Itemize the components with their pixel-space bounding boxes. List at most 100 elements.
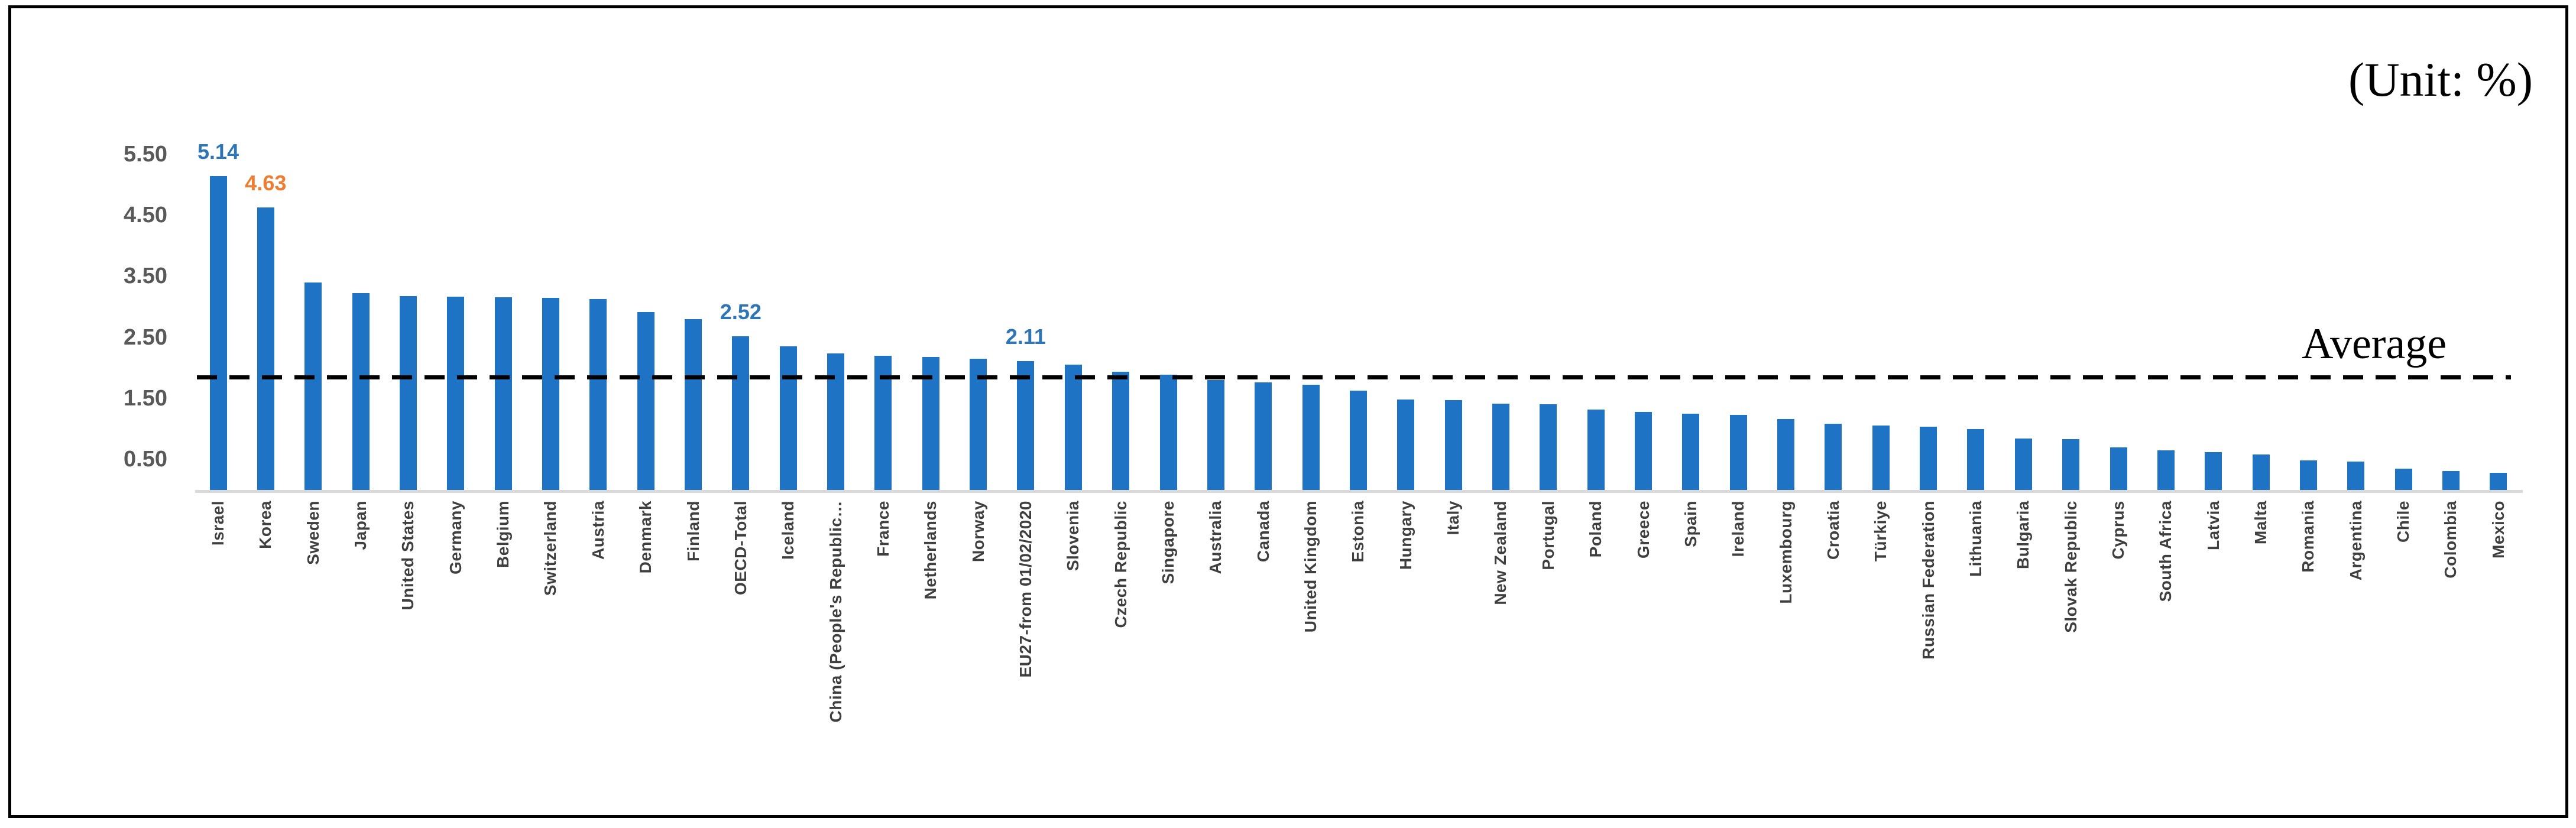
bar-italy	[1444, 400, 1462, 490]
category-label-eu27-from-01-02-2020: EU27-from 01/02/2020	[1016, 501, 1035, 678]
bar-malta	[2252, 454, 2270, 490]
category-label-iceland: Iceland	[779, 501, 798, 560]
average-line-label: Average	[2302, 319, 2447, 368]
category-label-japan: Japan	[351, 501, 370, 550]
bar-poland	[1587, 409, 1605, 490]
category-label-luxembourg: Luxembourg	[1776, 501, 1795, 604]
category-label-spain: Spain	[1681, 501, 1700, 547]
chart-frame: (Unit: %) 0.50 1.50 2.50 3.50 4.50 5.50 5.14 4…	[8, 5, 2568, 818]
category-label-new-zealand: New Zealand	[1491, 501, 1510, 605]
x-axis-line	[195, 490, 2523, 493]
bar-iceland	[779, 346, 797, 490]
category-label-finland: Finland	[683, 501, 702, 562]
category-label-malta: Malta	[2251, 501, 2270, 545]
bar-israel	[209, 176, 227, 490]
category-label-slovenia: Slovenia	[1064, 501, 1083, 572]
bar-canada	[1255, 382, 1272, 490]
category-label-norway: Norway	[968, 501, 987, 563]
category-label-denmark: Denmark	[636, 501, 655, 574]
bar-bulgaria	[2014, 439, 2032, 490]
bar-estonia	[1349, 390, 1367, 490]
category-label-lithuania: Lithuania	[1966, 501, 1985, 577]
category-label-austria: Austria	[588, 501, 607, 560]
bar-greece	[1635, 411, 1652, 490]
bar-russian-federation	[1920, 426, 1937, 490]
category-label-netherlands: Netherlands	[921, 501, 940, 600]
category-label-ireland: Ireland	[1729, 501, 1748, 557]
category-label-israel: Israel	[209, 501, 227, 546]
average-dashed-line	[197, 375, 2511, 379]
bar-mexico	[2490, 473, 2507, 490]
data-label-eu27-from-01-02-2020: 2.11	[1005, 324, 1046, 349]
category-label-germany: Germany	[446, 501, 465, 574]
bar-ireland	[1729, 414, 1747, 490]
category-label-china-people-s-republic: China (People's Republic…	[826, 501, 845, 723]
bar-norway	[970, 358, 987, 490]
bar-slovak-republic	[2062, 439, 2080, 490]
bar-czech-republic	[1112, 371, 1130, 490]
category-label-mexico: Mexico	[2488, 501, 2507, 559]
bar-oecd-total	[732, 336, 750, 490]
bar-lithuania	[1967, 428, 1985, 490]
category-label-colombia: Colombia	[2441, 501, 2460, 579]
category-label-canada: Canada	[1253, 501, 1272, 563]
y-tick-3.50: 3.50	[124, 264, 167, 289]
bar-germany	[447, 296, 465, 490]
category-label-france: France	[873, 501, 892, 557]
y-tick-4.50: 4.50	[124, 203, 167, 228]
bar-australia	[1207, 380, 1224, 490]
category-label-argentina: Argentina	[2346, 501, 2365, 581]
category-label-cyprus: Cyprus	[2109, 501, 2127, 560]
category-label-greece: Greece	[1634, 501, 1652, 559]
y-tick-5.50: 5.50	[124, 141, 167, 167]
category-label-estonia: Estonia	[1349, 501, 1368, 563]
bar-eu27-from-01-02-2020	[1017, 361, 1035, 490]
unit-label: (Unit: %)	[2348, 53, 2533, 106]
category-label-united-states: United States	[398, 501, 417, 611]
bar-switzerland	[542, 297, 559, 490]
bar-cyprus	[2110, 447, 2127, 490]
category-label-portugal: Portugal	[1538, 501, 1557, 570]
category-label-italy: Italy	[1444, 501, 1463, 535]
bar-sweden	[304, 282, 322, 490]
bar-spain	[1682, 413, 1700, 490]
bar-latvia	[2205, 452, 2222, 490]
category-label-oecd-total: OECD-Total	[731, 501, 750, 596]
y-tick-1.50: 1.50	[124, 386, 167, 411]
bar-argentina	[2347, 462, 2365, 490]
data-label-oecd-total: 2.52	[720, 299, 762, 324]
y-tick-0.50: 0.50	[124, 447, 167, 472]
bar-denmark	[637, 312, 654, 490]
bar-portugal	[1540, 404, 1557, 490]
category-label-switzerland: Switzerland	[541, 501, 560, 596]
category-label-latvia: Latvia	[2204, 501, 2222, 550]
bar-new-zealand	[1492, 404, 1509, 490]
bar-korea	[257, 207, 274, 490]
category-label-czech-republic: Czech Republic	[1111, 501, 1130, 628]
category-label-south-africa: South Africa	[2156, 501, 2175, 602]
bar-t-rkiye	[1872, 425, 1890, 490]
category-label-slovak-republic: Slovak Republic	[2061, 501, 2080, 633]
category-label-bulgaria: Bulgaria	[2014, 501, 2033, 570]
bar-singapore	[1159, 374, 1177, 490]
bar-austria	[589, 298, 607, 490]
bar-japan	[352, 293, 370, 490]
bar-colombia	[2442, 470, 2460, 490]
bar-slovenia	[1064, 365, 1082, 490]
category-label-sweden: Sweden	[303, 501, 322, 565]
category-label-croatia: Croatia	[1823, 501, 1842, 560]
category-label-hungary: Hungary	[1396, 501, 1415, 570]
category-label-poland: Poland	[1586, 501, 1605, 558]
bar-united-states	[399, 296, 417, 490]
bar-chile	[2394, 468, 2412, 490]
category-label-chile: Chile	[2394, 501, 2413, 543]
category-label-t-rkiye: Türkiye	[1871, 501, 1890, 562]
bar-united-kingdom	[1302, 385, 1320, 490]
bar-croatia	[1825, 424, 1842, 490]
bar-china-people-s-republic	[827, 353, 845, 490]
bar-south-africa	[2157, 450, 2175, 490]
category-label-russian-federation: Russian Federation	[1919, 501, 1937, 660]
bar-romania	[2299, 460, 2317, 490]
y-tick-2.50: 2.50	[124, 324, 167, 350]
category-label-united-kingdom: United Kingdom	[1301, 501, 1320, 633]
